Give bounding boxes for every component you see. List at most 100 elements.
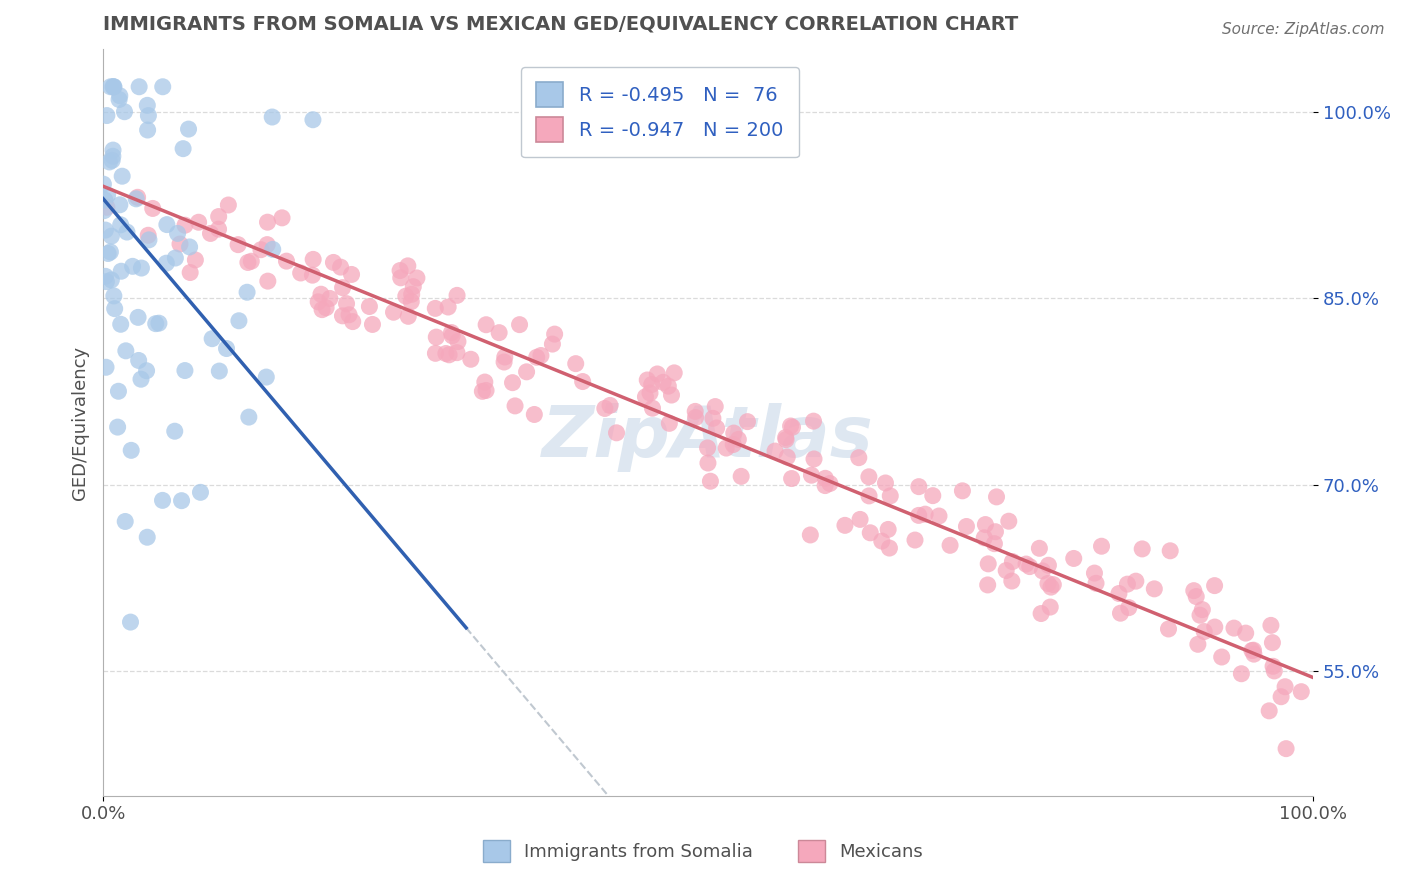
Point: [1211, 650, 1233, 665]
Point: [290, 266, 312, 280]
Point: [763, 444, 786, 458]
Point: [1243, 647, 1265, 661]
Point: [1159, 543, 1181, 558]
Point: [814, 471, 837, 485]
Point: [1001, 555, 1024, 569]
Point: [1029, 607, 1052, 621]
Point: [226, 237, 249, 252]
Point: [1015, 557, 1038, 571]
Point: [803, 452, 825, 467]
Point: [179, 266, 201, 280]
Point: [1187, 637, 1209, 651]
Point: [641, 377, 664, 392]
Point: [256, 215, 278, 229]
Point: [169, 237, 191, 252]
Point: [108, 93, 131, 107]
Point: [488, 326, 510, 340]
Point: [1275, 741, 1298, 756]
Point: [875, 475, 897, 490]
Point: [1258, 704, 1281, 718]
Point: [636, 373, 658, 387]
Point: [262, 110, 284, 124]
Point: [108, 88, 131, 103]
Point: [1191, 602, 1213, 616]
Point: [564, 357, 586, 371]
Point: [1130, 541, 1153, 556]
Point: [437, 300, 460, 314]
Point: [475, 318, 498, 332]
Point: [100, 244, 122, 259]
Point: [148, 316, 170, 330]
Point: [93, 177, 115, 191]
Point: [217, 198, 239, 212]
Y-axis label: GED/Equivalency: GED/Equivalency: [72, 345, 89, 500]
Point: [803, 414, 825, 428]
Point: [236, 255, 259, 269]
Point: [976, 578, 998, 592]
Point: [103, 289, 125, 303]
Point: [401, 287, 423, 301]
Point: [1182, 583, 1205, 598]
Point: [848, 450, 870, 465]
Point: [389, 270, 412, 285]
Point: [359, 300, 381, 314]
Point: [716, 441, 738, 455]
Point: [870, 534, 893, 549]
Point: [97, 246, 120, 260]
Point: [704, 400, 727, 414]
Point: [311, 302, 333, 317]
Point: [647, 367, 669, 381]
Point: [319, 292, 342, 306]
Point: [664, 366, 686, 380]
Point: [541, 337, 564, 351]
Text: ZipAtlas: ZipAtlas: [543, 403, 875, 472]
Point: [425, 330, 447, 344]
Point: [434, 346, 457, 360]
Point: [107, 384, 129, 399]
Point: [145, 317, 167, 331]
Point: [115, 225, 138, 239]
Point: [395, 289, 418, 303]
Point: [1116, 577, 1139, 591]
Point: [236, 285, 259, 300]
Point: [879, 489, 901, 503]
Point: [437, 348, 460, 362]
Point: [1274, 680, 1296, 694]
Point: [170, 493, 193, 508]
Point: [332, 309, 354, 323]
Point: [110, 318, 132, 332]
Point: [340, 268, 363, 282]
Point: [335, 296, 357, 310]
Point: [779, 419, 801, 434]
Point: [425, 346, 447, 360]
Point: [111, 169, 134, 184]
Point: [108, 198, 131, 212]
Point: [136, 530, 159, 544]
Point: [127, 310, 149, 325]
Point: [152, 79, 174, 94]
Point: [1204, 620, 1226, 634]
Point: [107, 420, 129, 434]
Point: [1204, 579, 1226, 593]
Point: [460, 352, 482, 367]
Point: [129, 372, 152, 386]
Point: [661, 388, 683, 402]
Point: [727, 433, 749, 447]
Point: [1090, 539, 1112, 553]
Point: [605, 425, 627, 440]
Point: [1157, 622, 1180, 636]
Point: [138, 233, 160, 247]
Point: [1185, 590, 1208, 604]
Point: [399, 294, 422, 309]
Text: IMMIGRANTS FROM SOMALIA VS MEXICAN GED/EQUIVALENCY CORRELATION CHART: IMMIGRANTS FROM SOMALIA VS MEXICAN GED/E…: [103, 15, 1018, 34]
Point: [928, 508, 950, 523]
Point: [187, 215, 209, 229]
Point: [332, 280, 354, 294]
Point: [100, 79, 122, 94]
Point: [256, 274, 278, 288]
Point: [302, 252, 325, 267]
Point: [406, 271, 429, 285]
Point: [526, 351, 548, 365]
Point: [780, 471, 803, 485]
Point: [307, 294, 329, 309]
